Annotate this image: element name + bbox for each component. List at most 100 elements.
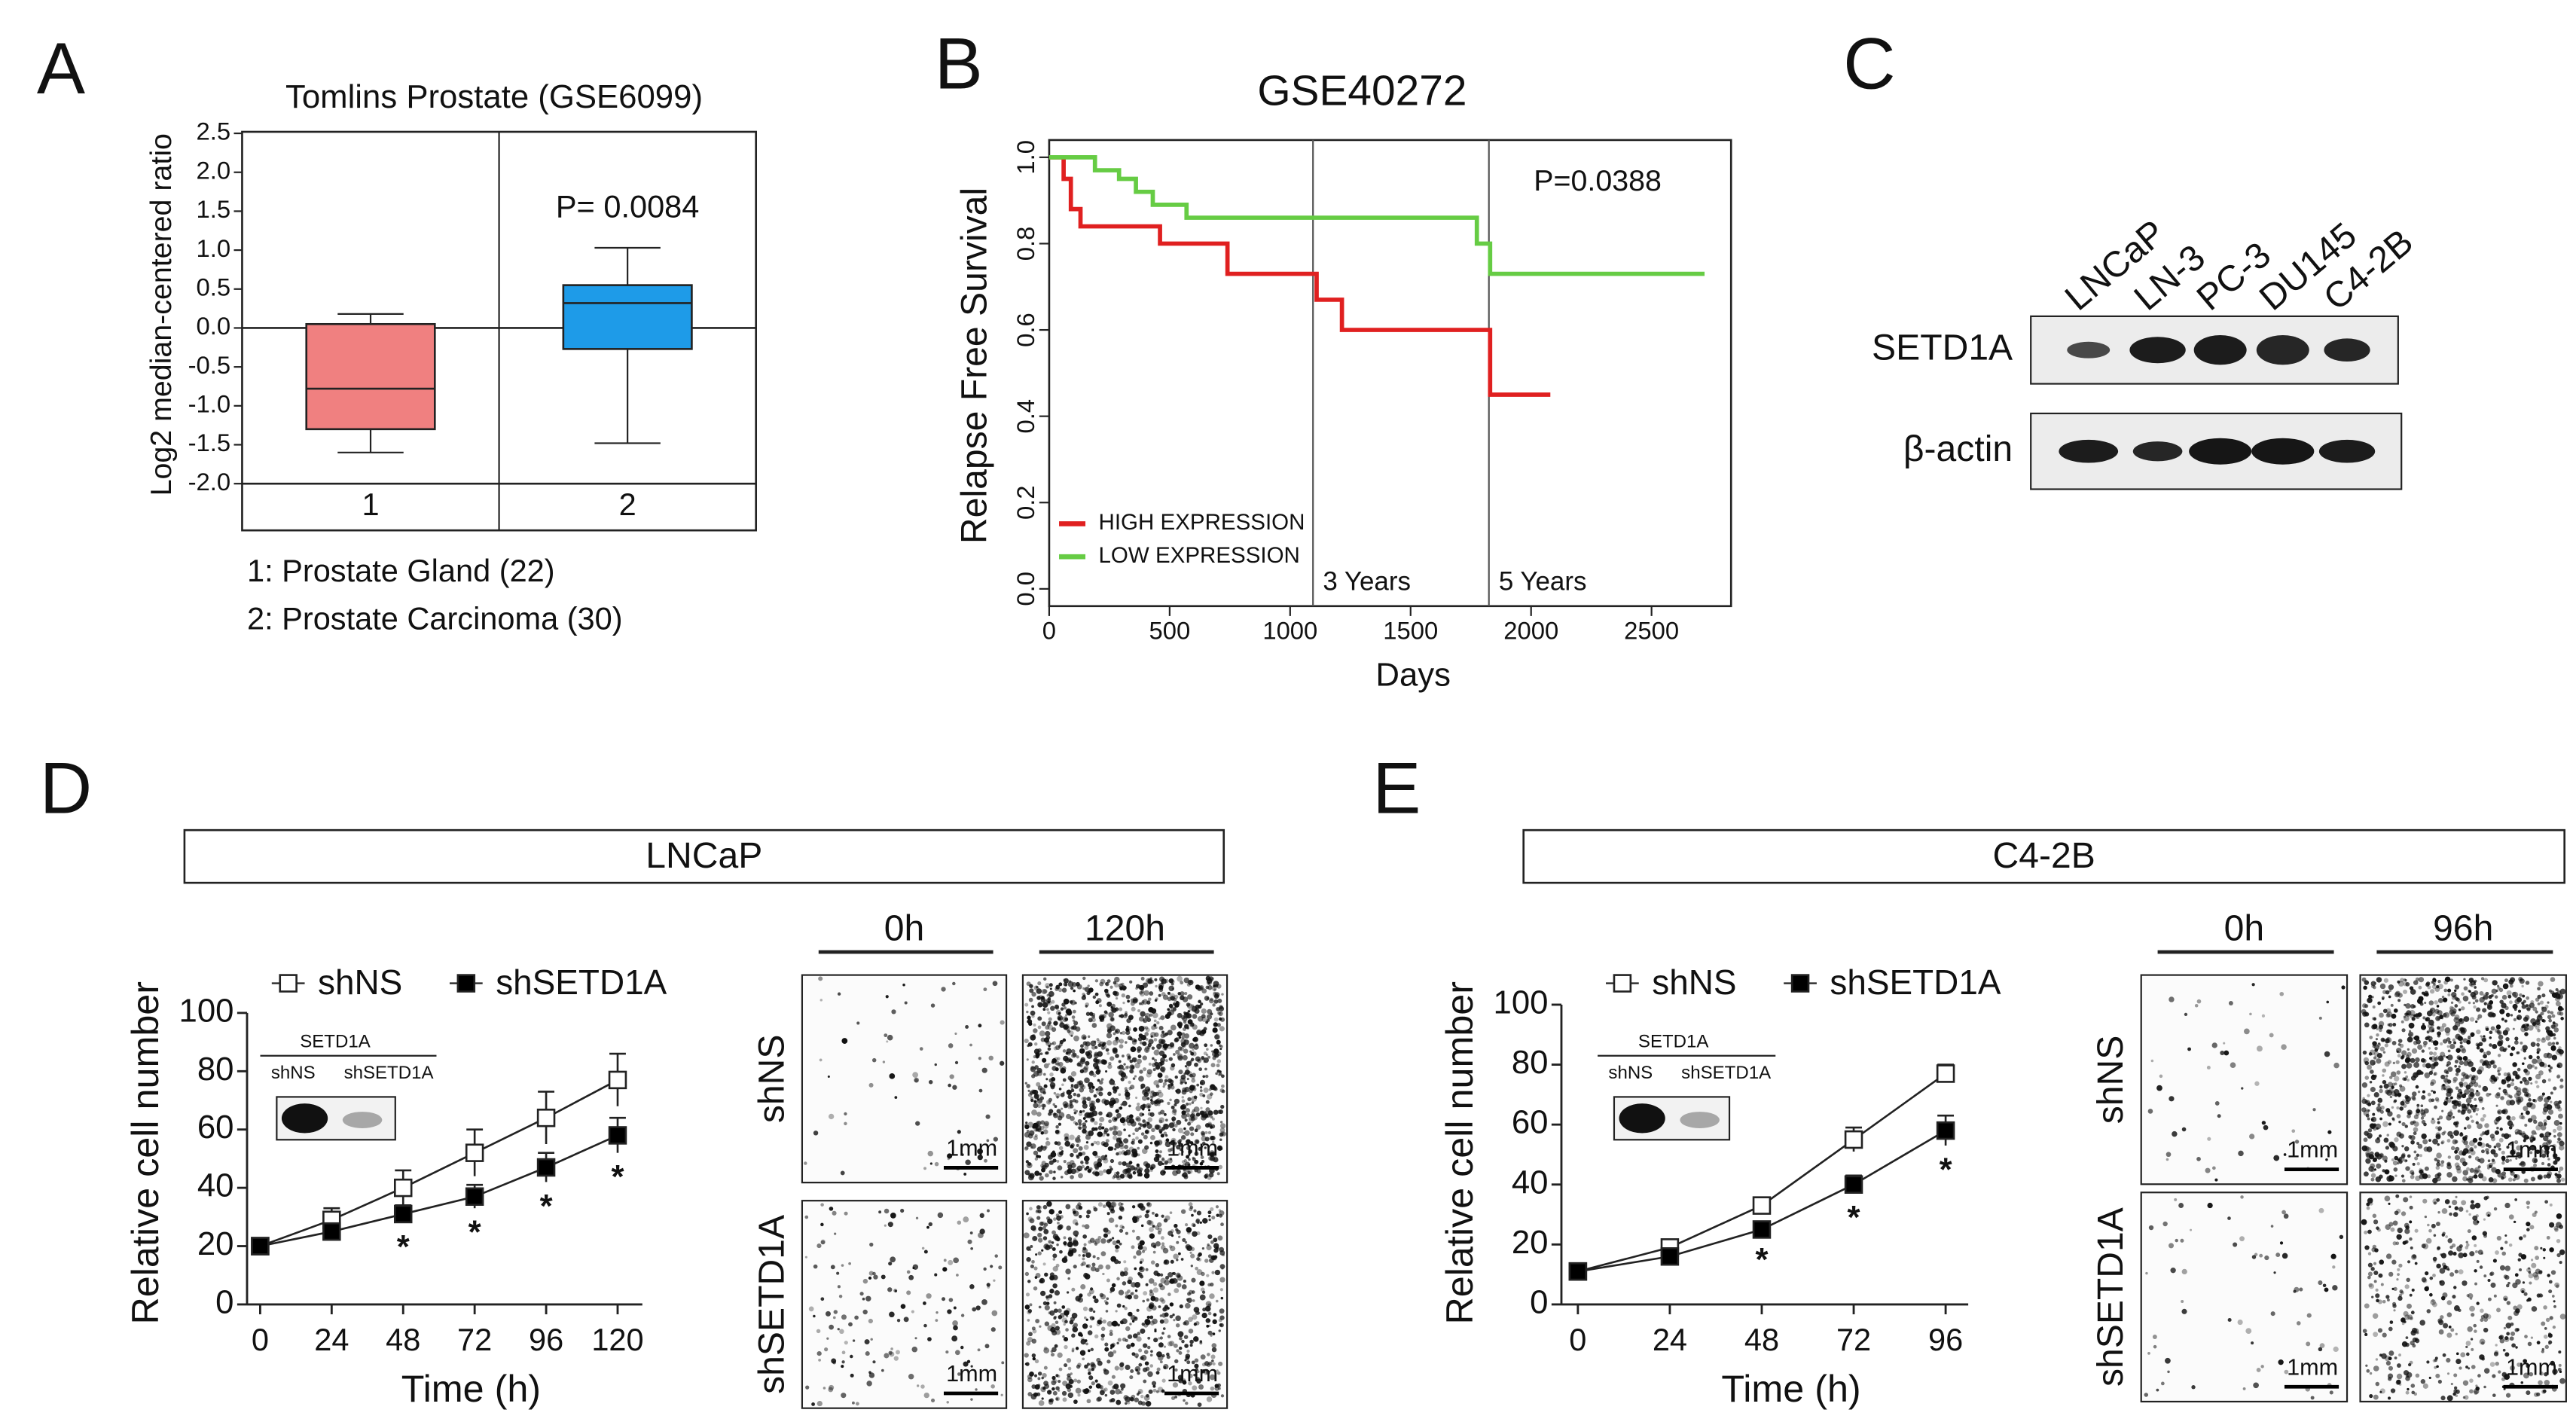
cell: [2536, 1037, 2541, 1042]
cell: [1048, 990, 1055, 997]
cell: [837, 1328, 840, 1331]
cell: [2445, 1235, 2449, 1238]
cell: [2536, 1055, 2540, 1060]
cell: [1137, 1391, 1141, 1395]
cell: [2382, 1332, 2387, 1338]
cell: [1046, 1201, 1052, 1207]
cell: [1098, 1091, 1103, 1097]
cell: [2508, 1214, 2514, 1220]
cell: [2556, 990, 2562, 995]
cell: [1212, 1140, 1215, 1143]
cell: [1094, 979, 1099, 983]
cell: [2227, 1317, 2232, 1323]
row-label: shNS: [751, 1035, 792, 1124]
cell: [1213, 1087, 1218, 1091]
cell: [1155, 1225, 1160, 1231]
cell: [1073, 1230, 1079, 1237]
cell: [2419, 1002, 2424, 1006]
cell: [2474, 986, 2477, 989]
cell: [1160, 1244, 1166, 1250]
cell: [2473, 1219, 2479, 1225]
cell: [1141, 1000, 1145, 1004]
cell: [887, 1287, 893, 1292]
cell: [1026, 1257, 1031, 1262]
cell: [1068, 1030, 1074, 1036]
marker: [536, 1108, 556, 1127]
cell: [952, 1320, 958, 1326]
cell: [2379, 1109, 2384, 1114]
cell: [2339, 1234, 2344, 1239]
cell: [1051, 1323, 1056, 1328]
cell: [1207, 1254, 1212, 1259]
cell: [1036, 996, 1042, 1000]
cell: [2544, 1149, 2550, 1155]
row-label: shSETD1A: [2090, 1207, 2131, 1387]
cell: [1124, 1267, 1129, 1272]
cell: [1137, 1009, 1141, 1013]
cell: [1025, 1362, 1030, 1366]
cell: [1161, 1378, 1166, 1383]
cell: [1194, 1128, 1198, 1133]
cell: [2510, 1323, 2514, 1326]
cell: [2511, 1079, 2514, 1082]
cell: [1051, 1347, 1057, 1353]
cell: [2483, 1368, 2490, 1374]
cell: [1116, 1174, 1120, 1179]
cell: [2278, 1359, 2284, 1365]
cell: [2408, 1033, 2413, 1037]
cell: [1151, 1046, 1155, 1050]
cell: [2504, 1202, 2510, 1209]
cell: [2498, 1370, 2501, 1374]
cell: [2550, 1011, 2554, 1015]
cell: [2520, 1287, 2526, 1293]
cell: [1142, 1299, 1146, 1303]
cell: [2462, 1170, 2469, 1176]
cell: [884, 1353, 890, 1359]
cell: [2448, 1326, 2452, 1329]
cell: [923, 1250, 928, 1254]
cell: [2468, 1082, 2474, 1088]
cell: [2522, 1281, 2526, 1284]
cell: [1119, 1365, 1124, 1371]
cell: [2371, 1247, 2376, 1253]
cell: [1124, 1012, 1128, 1017]
cell: [960, 1345, 964, 1350]
cell: [1063, 1236, 1067, 1240]
cell: [2483, 1234, 2487, 1238]
cell: [2390, 1071, 2397, 1078]
cell: [2458, 1018, 2463, 1022]
cell: [2505, 1393, 2511, 1398]
cell: [1079, 1069, 1085, 1074]
cell: [2543, 1305, 2547, 1310]
cell: [1181, 1036, 1185, 1039]
cell: [1103, 1169, 1107, 1173]
cell: [1097, 1158, 1102, 1164]
cell: [1218, 1011, 1223, 1017]
cell: [2333, 1062, 2339, 1069]
cell: [1077, 1118, 1082, 1124]
cell: [1122, 1122, 1126, 1126]
cell: [2547, 1015, 2552, 1020]
cell: [2526, 1228, 2530, 1231]
cell: [2465, 1134, 2468, 1138]
cell: [1088, 1100, 1094, 1106]
cell: [2310, 1396, 2315, 1400]
cell: [1154, 1061, 1159, 1066]
cell: [820, 1239, 826, 1245]
cell: [928, 1079, 933, 1085]
cell: [1119, 1007, 1123, 1012]
cell: [1132, 1077, 1136, 1080]
cell: [2450, 1001, 2454, 1004]
cell: [1031, 1005, 1034, 1008]
cell: [1201, 1246, 1204, 1250]
cell: [2399, 1043, 2404, 1048]
cell: [1052, 1158, 1057, 1163]
cell: [1119, 1320, 1124, 1324]
cell: [2549, 1316, 2553, 1320]
cell: [1159, 1285, 1165, 1291]
cell: [2367, 1271, 2373, 1277]
cell: [1196, 1257, 1201, 1262]
chart-title: GSE40272: [1257, 68, 1467, 115]
x-tick-label: 48: [1744, 1322, 1779, 1357]
cell: [2453, 1373, 2458, 1378]
